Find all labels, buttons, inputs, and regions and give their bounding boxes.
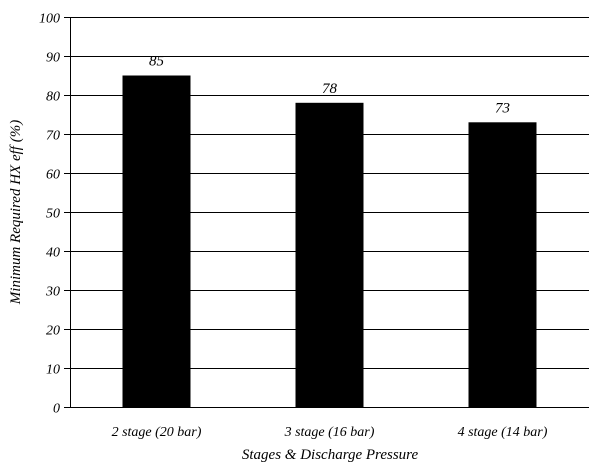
bar-1: [122, 75, 191, 407]
y-tick-label: 10: [46, 363, 60, 378]
data-label-1: 85: [149, 54, 165, 70]
y-tick-label: 70: [46, 129, 60, 144]
x-tick-label-3: 4 stage (14 bar): [458, 425, 548, 440]
y-tick-label: 20: [46, 324, 60, 339]
y-tick-label: 0: [53, 402, 60, 417]
y-tick-label: 80: [46, 90, 60, 105]
y-tick-label: 90: [46, 51, 60, 66]
x-tick-label-2: 3 stage (16 bar): [284, 425, 375, 440]
data-label-2: 78: [322, 81, 338, 97]
y-axis-title: Minimum Required HX eff (%): [8, 120, 24, 305]
labels: 0 10 20 30 40 50 60 70 80 90 100 85 2 stage (20 bar)…: [39, 12, 548, 441]
data-label-3: 73: [495, 100, 510, 116]
x-axis-title: Stages & Discharge Pressure: [242, 447, 419, 463]
bar-3: [468, 122, 537, 408]
x-tick-label-1: 2 stage (20 bar): [112, 425, 202, 440]
y-tick-label: 30: [45, 285, 60, 300]
bar-2: [295, 102, 364, 408]
axes: [64, 17, 589, 408]
y-tick-label: 50: [46, 207, 60, 222]
y-tick-label: 60: [46, 168, 60, 183]
bars: [122, 75, 537, 408]
y-tick-label: 40: [46, 246, 60, 261]
y-tick-label: 100: [39, 12, 60, 27]
